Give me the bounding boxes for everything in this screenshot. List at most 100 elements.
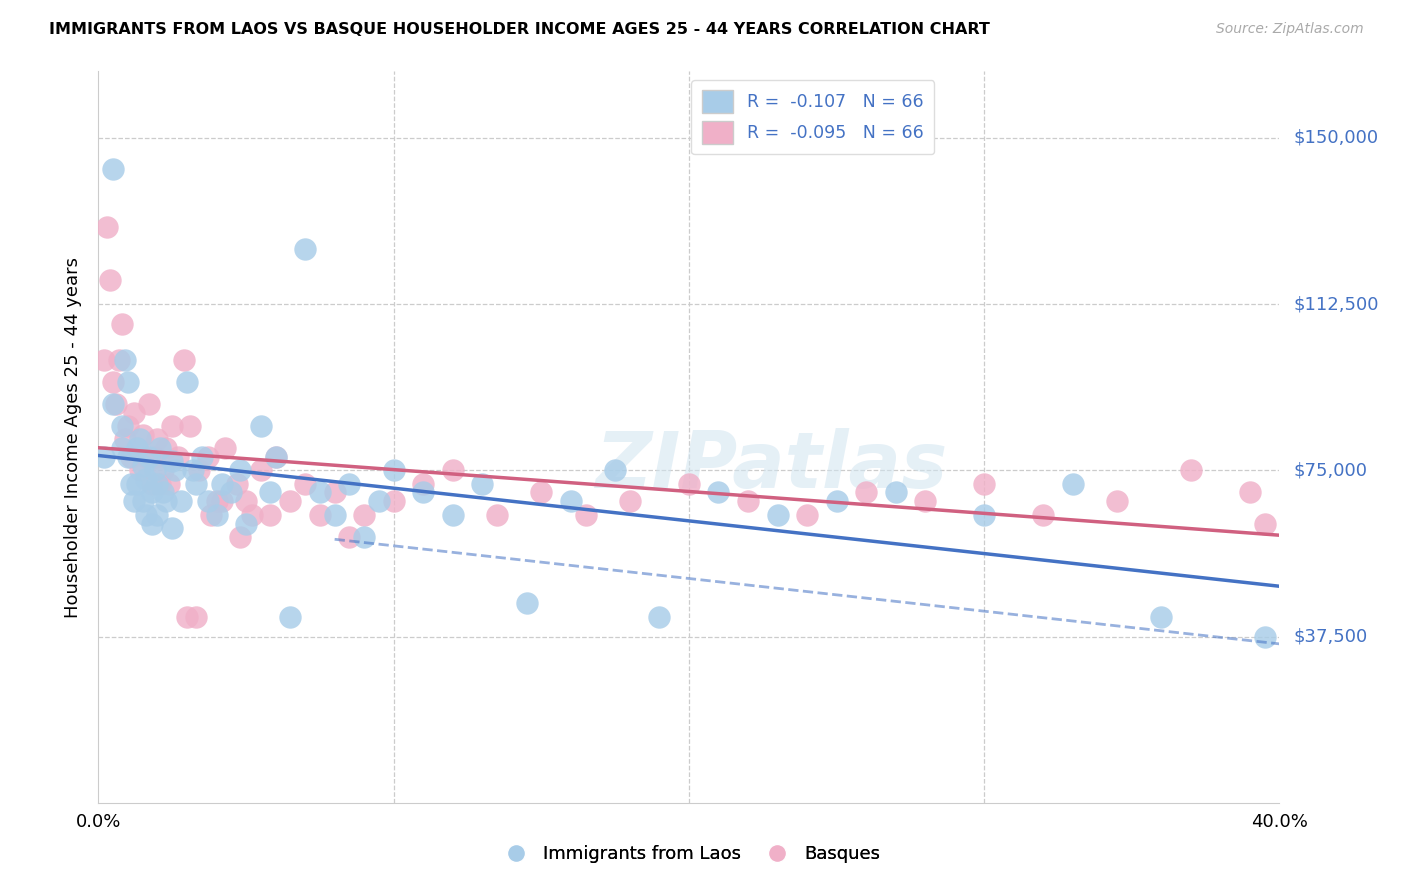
Immigrants from Laos — [120, 476, 142, 491]
Immigrants from Laos — [471, 476, 494, 491]
Immigrants from Laos — [162, 521, 183, 535]
Basques — [737, 494, 759, 508]
Basques — [105, 397, 128, 411]
Basques — [1254, 516, 1277, 531]
Legend: Immigrants from Laos, Basques: Immigrants from Laos, Basques — [491, 838, 887, 871]
Basques — [240, 508, 263, 522]
Basques — [117, 419, 139, 434]
Immigrants from Laos — [93, 450, 115, 464]
Basques — [98, 273, 121, 287]
Text: Source: ZipAtlas.com: Source: ZipAtlas.com — [1216, 22, 1364, 37]
Immigrants from Laos — [197, 494, 219, 508]
Basques — [176, 609, 198, 624]
Basques — [187, 463, 209, 477]
Basques — [278, 494, 302, 508]
Text: $150,000: $150,000 — [1294, 128, 1379, 147]
Immigrants from Laos — [368, 494, 391, 508]
Immigrants from Laos — [648, 609, 671, 624]
Basques — [179, 419, 201, 434]
Immigrants from Laos — [1254, 630, 1277, 644]
Immigrants from Laos — [152, 485, 174, 500]
Immigrants from Laos — [135, 472, 157, 486]
Basques — [323, 485, 346, 500]
Immigrants from Laos — [412, 485, 434, 500]
Basques — [235, 494, 257, 508]
Basques — [93, 352, 115, 367]
Basques — [678, 476, 700, 491]
Immigrants from Laos — [1150, 609, 1173, 624]
Basques — [530, 485, 553, 500]
Immigrants from Laos — [165, 463, 187, 477]
Immigrants from Laos — [170, 494, 193, 508]
Immigrants from Laos — [278, 609, 302, 624]
Y-axis label: Householder Income Ages 25 - 44 years: Householder Income Ages 25 - 44 years — [63, 257, 82, 617]
Immigrants from Laos — [707, 485, 730, 500]
Basques — [574, 508, 596, 522]
Basques — [157, 476, 180, 491]
Immigrants from Laos — [382, 463, 405, 477]
Basques — [173, 352, 195, 367]
Basques — [973, 476, 995, 491]
Immigrants from Laos — [515, 596, 537, 610]
Basques — [108, 352, 131, 367]
Immigrants from Laos — [219, 485, 242, 500]
Immigrants from Laos — [146, 476, 169, 491]
Text: $37,500: $37,500 — [1294, 628, 1368, 646]
Basques — [128, 463, 150, 477]
Immigrants from Laos — [235, 516, 257, 531]
Immigrants from Laos — [103, 161, 125, 176]
Immigrants from Laos — [146, 508, 169, 522]
Basques — [855, 485, 877, 500]
Basques — [796, 508, 818, 522]
Basques — [200, 508, 222, 522]
Immigrants from Laos — [337, 476, 360, 491]
Immigrants from Laos — [149, 441, 172, 455]
Immigrants from Laos — [294, 242, 316, 256]
Immigrants from Laos — [135, 508, 157, 522]
Basques — [103, 375, 125, 389]
Immigrants from Laos — [184, 476, 207, 491]
Basques — [184, 609, 207, 624]
Basques — [309, 508, 332, 522]
Immigrants from Laos — [138, 450, 160, 464]
Basques — [264, 450, 287, 464]
Text: $112,500: $112,500 — [1294, 295, 1379, 313]
Basques — [214, 441, 236, 455]
Immigrants from Laos — [605, 463, 627, 477]
Basques — [162, 419, 183, 434]
Basques — [382, 494, 405, 508]
Basques — [619, 494, 641, 508]
Basques — [197, 450, 219, 464]
Basques — [141, 476, 163, 491]
Immigrants from Laos — [162, 454, 183, 468]
Immigrants from Laos — [103, 397, 125, 411]
Basques — [155, 441, 177, 455]
Immigrants from Laos — [132, 494, 155, 508]
Immigrants from Laos — [250, 419, 273, 434]
Immigrants from Laos — [229, 463, 252, 477]
Immigrants from Laos — [111, 441, 134, 455]
Immigrants from Laos — [125, 441, 148, 455]
Basques — [486, 508, 509, 522]
Basques — [205, 494, 228, 508]
Immigrants from Laos — [441, 508, 464, 522]
Immigrants from Laos — [825, 494, 848, 508]
Basques — [229, 530, 252, 544]
Basques — [1180, 463, 1202, 477]
Basques — [337, 530, 360, 544]
Immigrants from Laos — [117, 375, 139, 389]
Immigrants from Laos — [205, 508, 228, 522]
Immigrants from Laos — [141, 516, 163, 531]
Basques — [122, 406, 145, 420]
Immigrants from Laos — [111, 419, 134, 434]
Immigrants from Laos — [264, 450, 287, 464]
Immigrants from Laos — [191, 450, 214, 464]
Immigrants from Laos — [353, 530, 375, 544]
Basques — [125, 441, 148, 455]
Basques — [1105, 494, 1128, 508]
Immigrants from Laos — [323, 508, 346, 522]
Basques — [135, 450, 157, 464]
Basques — [259, 508, 281, 522]
Immigrants from Laos — [1062, 476, 1084, 491]
Text: ZIPatlas: ZIPatlas — [596, 428, 948, 504]
